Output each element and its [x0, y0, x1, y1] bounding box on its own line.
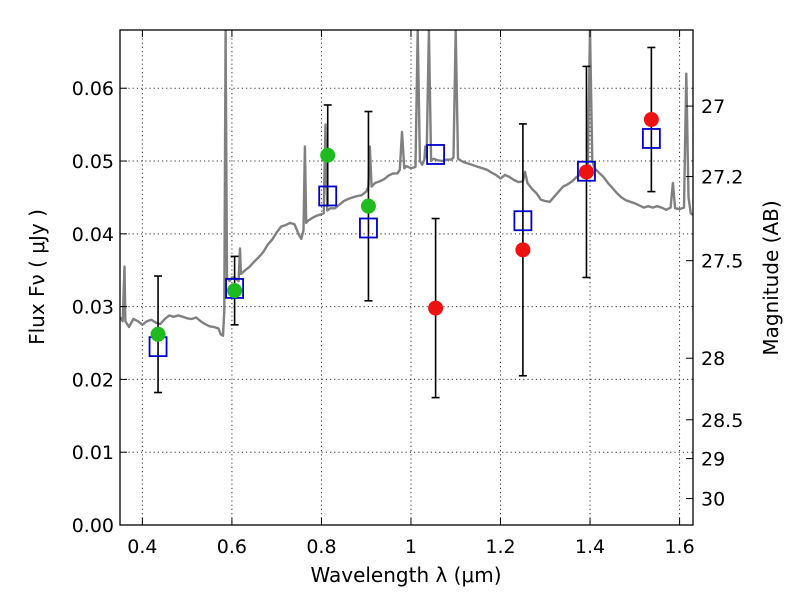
magnitude-tick-label: 28.5: [701, 410, 743, 432]
model-square-point: [318, 185, 338, 207]
magnitude-tick-label: 27: [701, 96, 725, 118]
magnitude-tick-label: 27.5: [701, 251, 743, 273]
detection-point: [360, 198, 376, 214]
model-square-point: [359, 217, 378, 239]
marker-layer: [148, 112, 661, 358]
y-tick-label: 0.05: [72, 151, 114, 173]
magnitude-tick-label: 27.2: [701, 167, 743, 189]
magnitude-tick-label: 29: [701, 449, 725, 471]
x-axis-label: Wavelength λ (μm): [310, 563, 501, 587]
plot-frame: [119, 29, 694, 526]
model-square-point: [426, 144, 445, 165]
x-tick-label: 1.4: [575, 536, 605, 558]
x-tick-label: 0.8: [306, 536, 336, 558]
errorbar-layer: [154, 46, 656, 399]
grid: [120, 30, 693, 526]
magnitude-tick-label: 28: [701, 348, 725, 370]
nondetection-point: [643, 112, 659, 128]
x-tick-label: 0.4: [127, 536, 157, 558]
y-tick-label: 0.03: [72, 297, 114, 319]
y-tick-label: 0.01: [72, 442, 114, 464]
magnitude-axis-label: Magnitude (AB): [759, 200, 783, 355]
nondetection-point: [515, 242, 531, 258]
y-tick-label: 0.00: [72, 515, 114, 537]
x-tick-label: 1: [405, 536, 417, 558]
x-tick-label: 0.6: [217, 536, 247, 558]
template-spectrum-layer: [120, 30, 693, 337]
detection-point: [150, 326, 166, 342]
model-square-point: [513, 210, 533, 232]
detection-point: [227, 283, 243, 299]
template-spectrum-line: [120, 30, 693, 337]
model-square-point: [577, 160, 596, 182]
tick-layer: [120, 30, 693, 526]
y-tick-label: 0.06: [72, 78, 114, 100]
y-axis-label: Flux Fν ( μJy ): [25, 209, 49, 345]
detection-point: [320, 147, 336, 163]
model-square-point: [641, 128, 661, 149]
y-tick-label: 0.04: [72, 224, 114, 246]
tick-label-layer: 0.4 0.6 0.8 1 1.2 1.4 1.6 0.00 0.01 0.02 0.03 0.04 0…: [72, 78, 744, 558]
nondetection-point: [428, 300, 444, 316]
nondetection-point: [578, 164, 594, 180]
magnitude-tick-label: 30: [701, 489, 725, 511]
x-tick-label: 1.2: [485, 536, 515, 558]
x-tick-label: 1.6: [664, 536, 694, 558]
y-tick-label: 0.02: [72, 369, 114, 391]
